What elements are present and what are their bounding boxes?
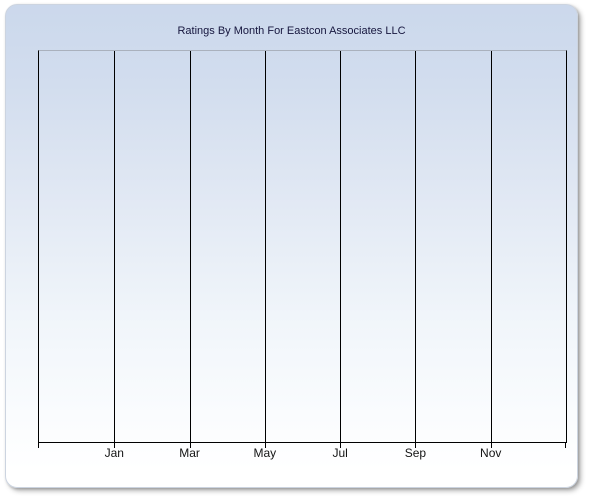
x-axis-label: Jan (104, 446, 124, 460)
x-axis-tick (340, 442, 342, 448)
x-axis-tick (38, 442, 39, 448)
x-axis-tick (114, 442, 116, 448)
vertical-gridline (189, 51, 191, 442)
x-axis-label: Mar (179, 446, 200, 460)
plot-area: Jan Mar May Jul Sep Nov (38, 50, 567, 460)
x-axis-tick (189, 442, 191, 448)
vertical-gridline (490, 51, 492, 442)
x-axis-tick (565, 442, 566, 448)
x-axis-tick (490, 442, 492, 448)
vertical-gridline (415, 51, 417, 442)
x-axis-label: Jul (332, 446, 348, 460)
vertical-gridline (264, 51, 266, 442)
chart-panel: Ratings By Month For Eastcon Associates … (5, 4, 578, 488)
vertical-gridline (340, 51, 342, 442)
vertical-gridline (114, 51, 116, 442)
x-axis-label: Sep (404, 446, 427, 460)
x-axis-tick (415, 442, 417, 448)
x-axis-label: Nov (480, 446, 502, 460)
x-axis-label: May (253, 446, 277, 460)
x-axis-tick (264, 442, 266, 448)
chart-title: Ratings By Month For Eastcon Associates … (177, 25, 406, 37)
